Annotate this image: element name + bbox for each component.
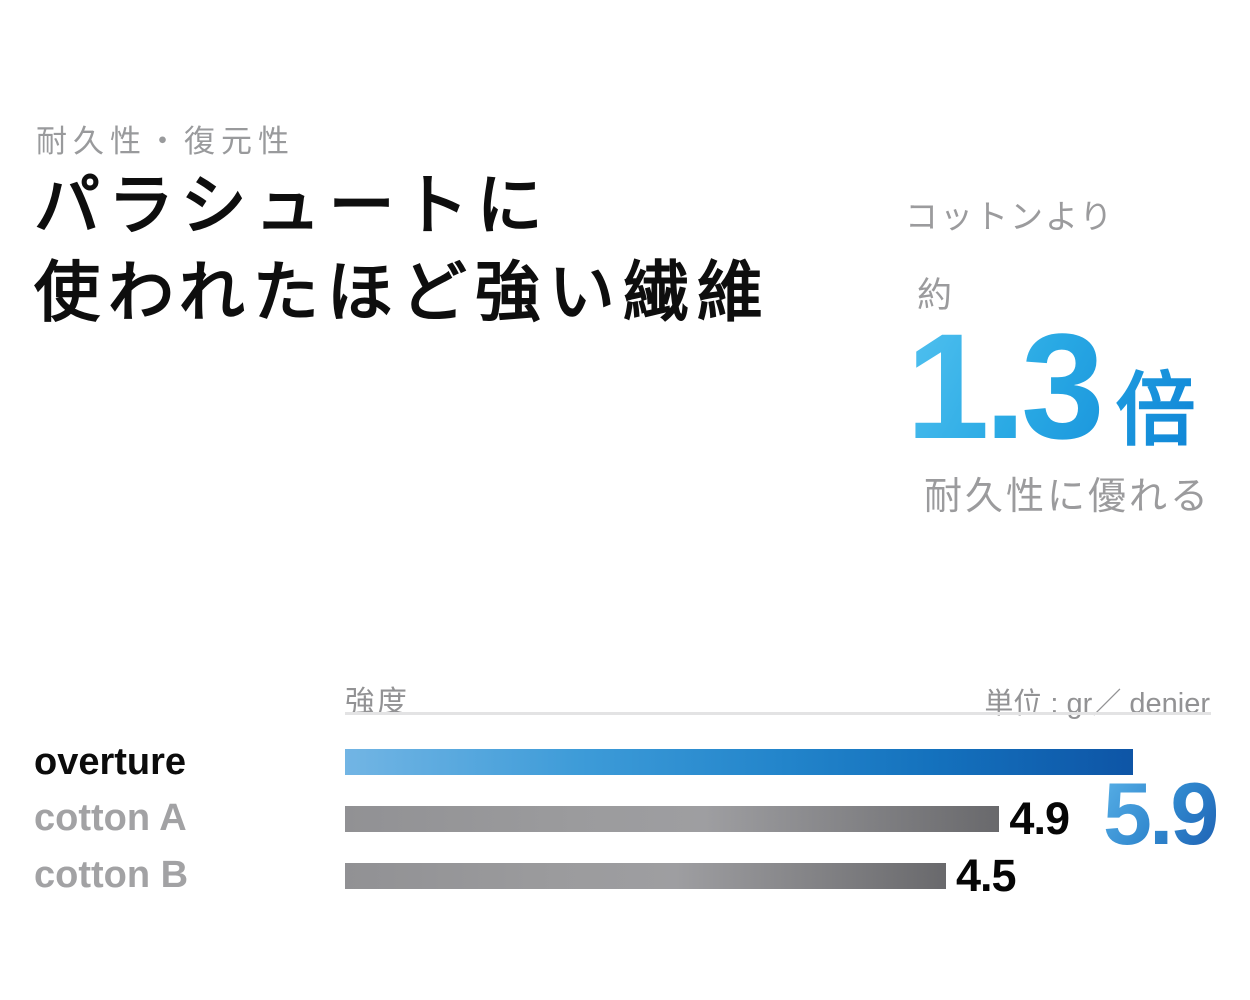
bar-value-cotton-a: 4.9 xyxy=(1009,793,1070,844)
bar-track-cotton-a: 4.9 xyxy=(345,793,1133,844)
comparison-label: コットンより xyxy=(905,198,1115,235)
bar-label-overture: overture xyxy=(34,741,187,783)
title-line-2: 使われたほど強い繊維 xyxy=(34,255,771,329)
bar-cotton-b xyxy=(345,863,946,889)
eyebrow-label: 耐久性・復元性 xyxy=(36,124,295,159)
chart-unit-label: 単位 : gr／ denier xyxy=(984,688,1210,720)
benefit-label: 耐久性に優れる xyxy=(924,476,1212,518)
bar-cotton-a xyxy=(345,806,1000,832)
bar-track-overture xyxy=(345,749,1133,775)
page-title: パラシュートに 使われたほど強い繊維 xyxy=(34,162,771,336)
chart-divider xyxy=(345,712,1211,715)
multiplier-highlight: 1.3 倍 xyxy=(906,311,1196,462)
bar-overture xyxy=(345,749,1133,775)
bar-value-overture: 5.9 xyxy=(1103,764,1219,863)
bar-track-cotton-b: 4.5 xyxy=(345,850,1133,901)
bar-label-cotton-a: cotton A xyxy=(34,797,187,839)
multiplier-value: 1.3 xyxy=(906,302,1100,470)
bar-label-cotton-b: cotton B xyxy=(34,854,189,896)
multiplier-unit: 倍 xyxy=(1115,366,1196,455)
approx-label: 約 xyxy=(917,276,953,315)
bar-value-cotton-b: 4.5 xyxy=(956,850,1017,901)
title-line-1: パラシュートに xyxy=(34,168,551,242)
